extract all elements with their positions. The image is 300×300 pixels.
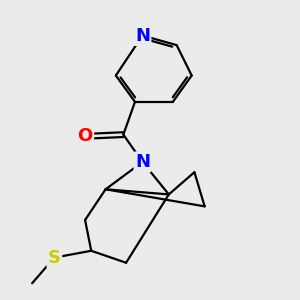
Text: N: N bbox=[135, 27, 150, 45]
Text: O: O bbox=[77, 127, 93, 145]
Text: N: N bbox=[135, 153, 150, 171]
Text: S: S bbox=[48, 249, 61, 267]
